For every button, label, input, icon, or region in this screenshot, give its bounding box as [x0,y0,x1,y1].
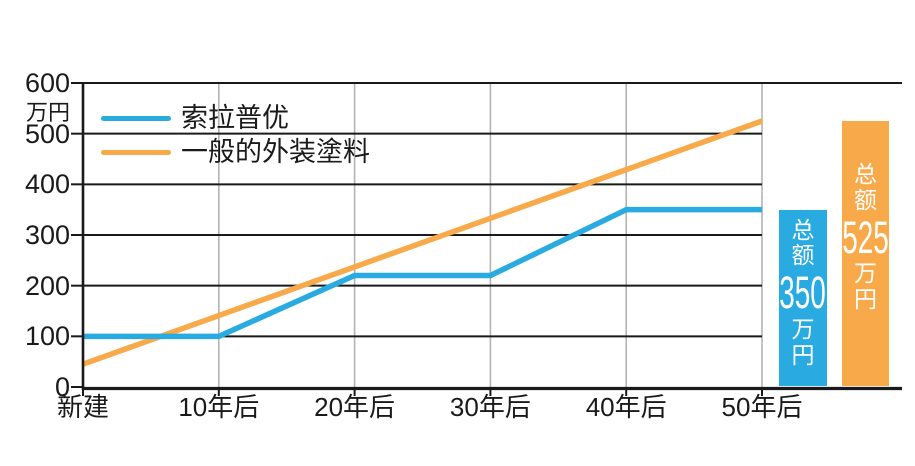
x-tick-label: 新建 [56,392,109,422]
x-tick-label: 10年后 [178,392,260,422]
total-bar-solar-amount: 350 [779,267,827,319]
x-tick-label: 50年后 [721,392,803,422]
legend: 索拉普优 一般的外装塗料 [101,101,370,169]
x-tick-label: 20年后 [314,392,396,422]
total-bar-general-paint-unit: 万円 [854,260,877,312]
y-tick-label: 500 [24,118,70,149]
y-tick-label: 0 [54,372,70,402]
total-bar-solar: 总额 350 万円 [779,209,827,386]
total-bar-solar-unit: 万円 [791,315,815,368]
y-axis-unit-label: 万円 [25,100,70,125]
legend-item-general-paint: 一般的外装塗料 [101,135,370,169]
total-bar-general-paint-label: 总额 [854,161,877,213]
legend-label-general-paint: 一般的外装塗料 [181,136,370,167]
y-tick-label: 400 [24,169,70,200]
x-tick-label: 30年后 [449,392,531,422]
total-bar-general-paint: 总额 525 万円 [842,121,889,386]
legend-swatch-orange-line-icon [101,149,171,155]
legend-label-solar: 索拉普优 [181,102,289,133]
y-tick-label: 300 [24,220,70,250]
y-tick-label: 100 [24,321,70,352]
y-tick-label: 200 [24,270,70,301]
total-bar-solar-label: 总额 [791,216,815,269]
y-tick-label: 600 [24,68,70,98]
x-tick-label: 40年后 [585,392,667,422]
legend-item-solar: 索拉普优 [101,101,370,135]
total-bar-general-paint-amount: 525 [842,211,889,263]
legend-swatch-blue-line-icon [101,115,171,121]
